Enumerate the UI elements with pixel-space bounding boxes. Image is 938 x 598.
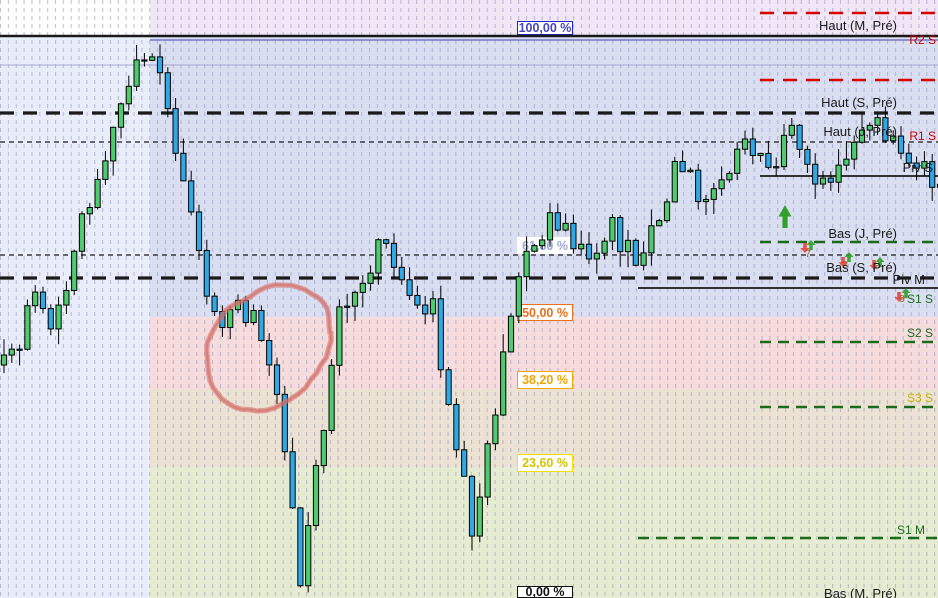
svg-text:S3 S: S3 S	[907, 391, 933, 405]
svg-text:Piv M: Piv M	[893, 272, 926, 287]
svg-text:Bas (S, Pré): Bas (S, Pré)	[826, 260, 897, 275]
svg-text:R2 S: R2 S	[909, 33, 936, 47]
svg-text:R1 S: R1 S	[909, 129, 936, 143]
svg-text:Bas (M, Pré): Bas (M, Pré)	[824, 586, 897, 598]
svg-text:S1 S: S1 S	[907, 292, 933, 306]
svg-text:Haut (S, Pré): Haut (S, Pré)	[821, 95, 897, 110]
svg-text:Bas (J, Pré): Bas (J, Pré)	[828, 226, 897, 241]
svg-text:Haut (J, Pré): Haut (J, Pré)	[823, 124, 897, 139]
svg-text:S2 S: S2 S	[907, 326, 933, 340]
svg-text:Haut (M, Pré): Haut (M, Pré)	[819, 18, 897, 33]
svg-text:Piv S: Piv S	[903, 160, 934, 175]
svg-text:S1 M: S1 M	[897, 523, 925, 537]
